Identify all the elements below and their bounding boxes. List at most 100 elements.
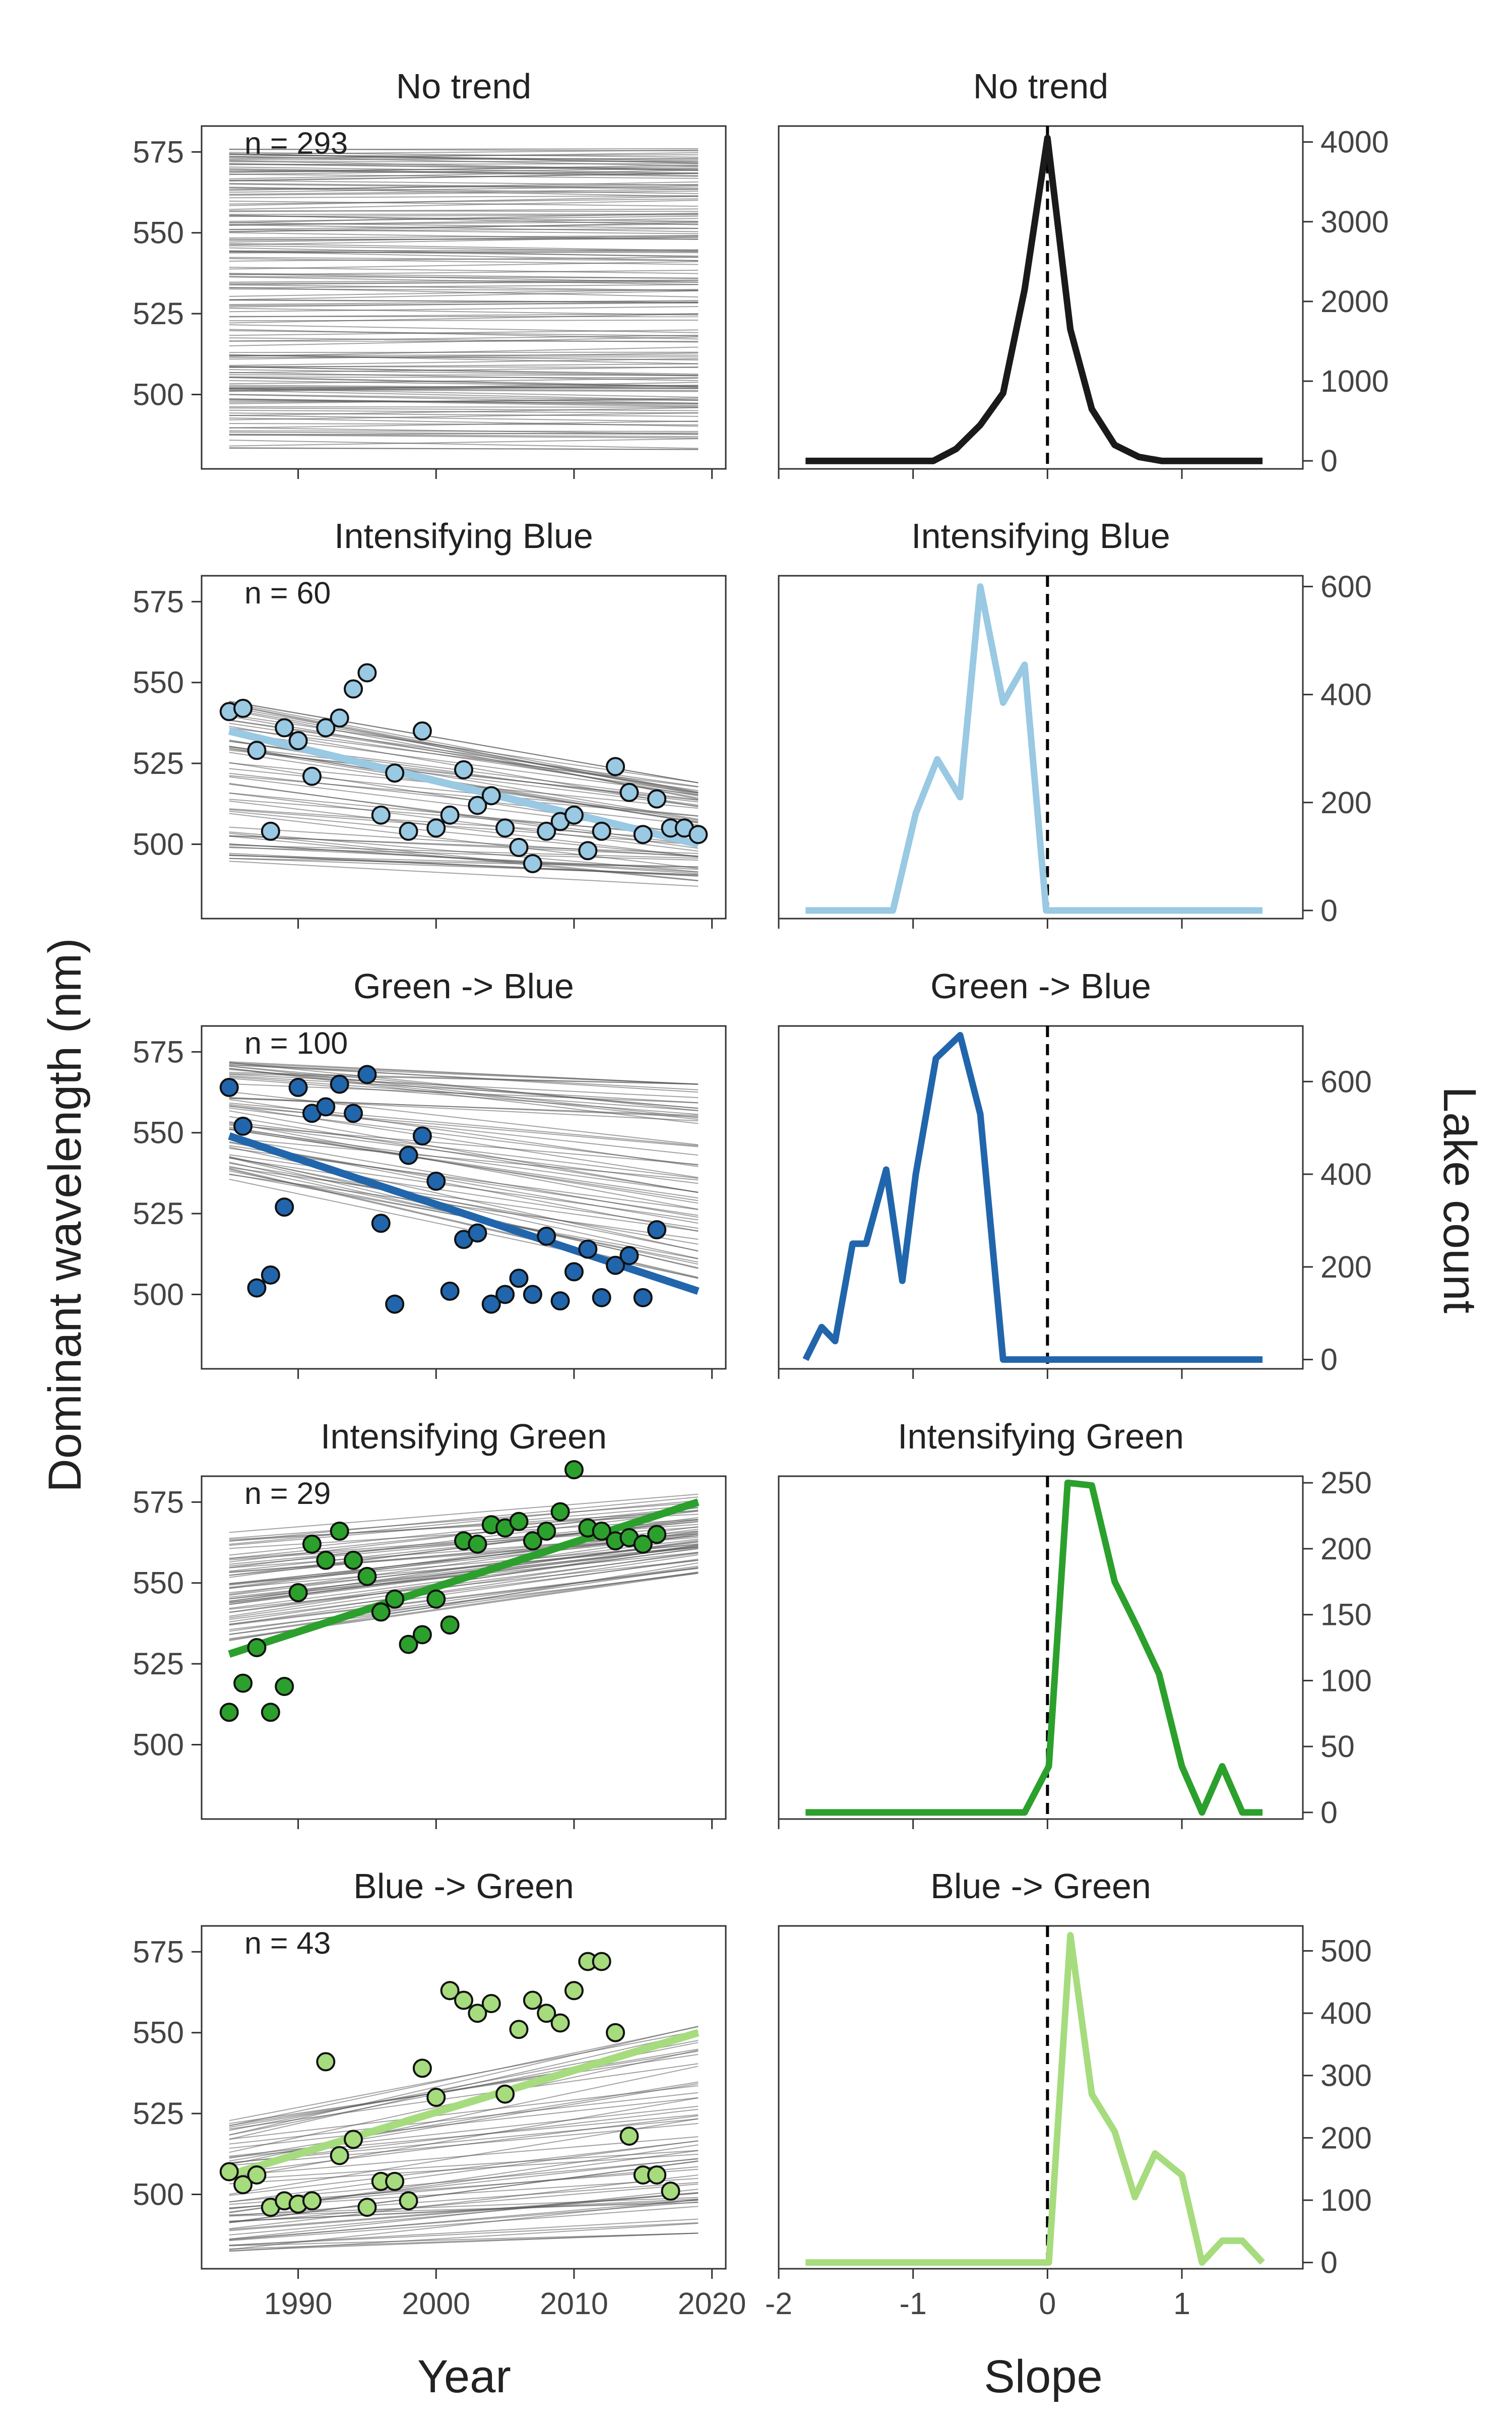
y-tick-label: 550 xyxy=(133,1116,184,1150)
data-point xyxy=(592,1522,611,1541)
trend-line xyxy=(229,337,699,343)
trend-line xyxy=(229,320,699,322)
data-point xyxy=(537,2004,556,2023)
trend-line xyxy=(229,704,699,800)
data-point xyxy=(606,2023,625,2042)
trend-line xyxy=(229,2140,699,2196)
trend-line xyxy=(229,299,699,303)
trend-line xyxy=(229,2192,699,2230)
data-point xyxy=(619,1246,639,1265)
slope-distribution-line xyxy=(802,1032,1263,1363)
y-tick-label: 0 xyxy=(1320,1343,1338,1377)
n-label: n = 60 xyxy=(244,576,331,610)
trend-line xyxy=(229,1063,699,1093)
data-point xyxy=(344,2130,363,2149)
y-axis-title-left: Dominant wavelength (nm) xyxy=(39,938,91,1492)
data-point xyxy=(509,1511,529,1531)
trend-line xyxy=(229,407,699,411)
data-point xyxy=(302,2191,322,2211)
trend-line xyxy=(229,249,699,252)
trend-line xyxy=(229,1075,699,1104)
panel-title: Intensifying Green xyxy=(898,1417,1184,1456)
y-tick-label: 525 xyxy=(133,1196,184,1231)
data-point xyxy=(550,2013,570,2033)
trend-line xyxy=(229,228,699,232)
data-point xyxy=(330,2146,349,2165)
trend-line xyxy=(229,835,699,854)
trend-line xyxy=(229,826,699,858)
panel-title: No trend xyxy=(973,67,1108,106)
panel-title: Intensifying Blue xyxy=(334,516,593,556)
data-point xyxy=(302,1534,322,1554)
trend-line xyxy=(229,235,699,239)
trend-line xyxy=(229,2025,699,2136)
y-tick-label: 500 xyxy=(133,1277,184,1311)
y-tick-label: 550 xyxy=(133,2016,184,2050)
trend-line xyxy=(229,813,699,869)
trend-line xyxy=(229,1065,699,1118)
data-point xyxy=(564,1981,584,2001)
panel-title: No trend xyxy=(396,67,531,106)
trend-line xyxy=(229,245,699,253)
trend-line xyxy=(229,195,699,199)
trend-line xyxy=(229,400,699,404)
trend-line xyxy=(229,1157,699,1252)
plot-frame xyxy=(778,1025,1304,1370)
trend-line xyxy=(229,844,699,859)
data-point xyxy=(495,2084,515,2104)
trend-line xyxy=(229,809,699,845)
trend-line xyxy=(229,191,699,196)
trend-line xyxy=(229,376,699,379)
data-point xyxy=(537,1226,556,1246)
trend-line xyxy=(229,166,699,172)
y-tick-label: 400 xyxy=(1320,1157,1372,1191)
trend-line xyxy=(229,173,699,179)
data-point xyxy=(275,1676,294,1696)
y-tick-label: 0 xyxy=(1320,2246,1338,2280)
trend-line xyxy=(229,1142,699,1224)
trend-line xyxy=(229,250,699,257)
fit-line xyxy=(228,1498,700,1658)
trend-line xyxy=(229,846,699,870)
data-point xyxy=(371,1214,391,1233)
data-point xyxy=(523,1285,542,1304)
trend-line xyxy=(229,793,699,852)
data-point xyxy=(509,837,529,857)
data-point xyxy=(412,721,432,741)
trend-line xyxy=(229,1137,699,1218)
data-point xyxy=(550,1502,570,1522)
trend-line xyxy=(229,722,699,794)
data-point xyxy=(288,1077,308,1097)
trend-line xyxy=(229,1174,699,1240)
data-point xyxy=(578,1239,598,1259)
y-tick-label: 500 xyxy=(133,377,184,411)
data-point xyxy=(344,679,363,699)
data-point xyxy=(564,1460,584,1480)
y-tick-label: 550 xyxy=(133,666,184,700)
trend-line xyxy=(229,1062,699,1111)
data-point xyxy=(523,854,542,873)
y-tick-label: 150 xyxy=(1320,1598,1372,1632)
panel-title: Intensifying Blue xyxy=(911,516,1170,556)
data-point xyxy=(385,2171,405,2191)
data-point xyxy=(481,1294,501,1314)
trend-line xyxy=(229,378,699,385)
trend-line xyxy=(229,313,699,324)
trend-line xyxy=(229,800,699,858)
trend-line xyxy=(229,2026,699,2127)
trend-line xyxy=(229,2081,699,2159)
y-tick-label: 100 xyxy=(1320,1663,1372,1698)
trend-line xyxy=(229,358,699,366)
data-point xyxy=(468,1223,487,1243)
y-axis-title-right: Lake count xyxy=(1434,1086,1485,1313)
trend-line xyxy=(229,354,699,365)
x-axis-title-left: Year xyxy=(417,2351,511,2402)
panel-title: Blue -> Green xyxy=(930,1866,1151,1906)
trend-line xyxy=(229,208,699,212)
trend-line xyxy=(229,1571,699,1636)
slope-distribution-line xyxy=(805,1932,1265,2266)
trend-line xyxy=(229,2193,699,2231)
trend-line xyxy=(229,235,699,243)
trend-line xyxy=(229,782,699,849)
